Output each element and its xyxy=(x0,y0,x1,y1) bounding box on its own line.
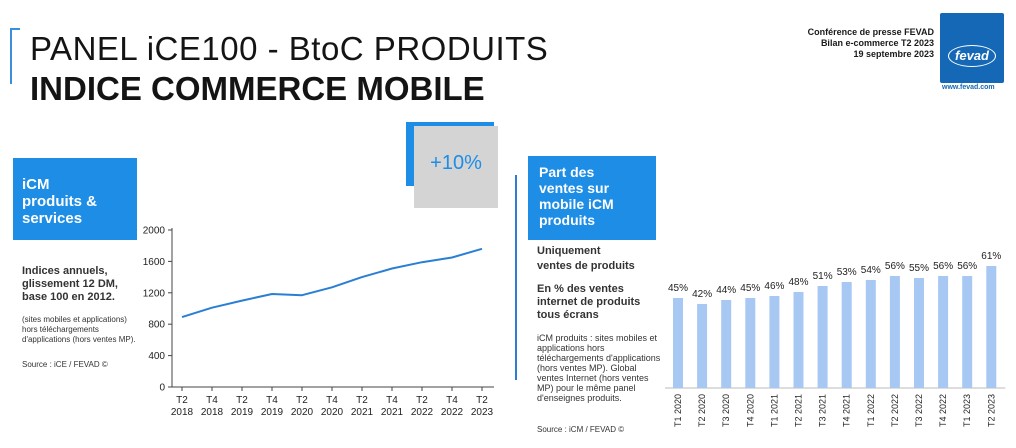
bar xyxy=(697,304,708,388)
bar xyxy=(721,300,732,388)
y-tick-label: 400 xyxy=(148,351,165,362)
growth-callout: +10% xyxy=(414,126,498,208)
bar-data-label: 48% xyxy=(788,277,808,288)
bar-data-label: 46% xyxy=(764,281,784,292)
date-label: 19 septembre 2023 xyxy=(853,49,934,59)
left-description: Indices annuels, glissement 12 DM, base … xyxy=(22,265,118,303)
x-tick-label: T4 2022 xyxy=(938,394,948,427)
x-tick-label: T3 2022 xyxy=(914,394,924,427)
x-tick-label: T2 2023 xyxy=(471,395,494,418)
bar-data-label: 45% xyxy=(668,283,688,294)
bar xyxy=(793,292,804,388)
logo-url: www.fevad.com xyxy=(942,84,995,91)
mobile-share-label: Part des ventes sur mobile iCM produits xyxy=(539,164,614,228)
x-tick-label: T1 2023 xyxy=(962,394,972,427)
left-note: (sites mobiles et applications) hors tél… xyxy=(22,315,136,344)
bar-data-label: 53% xyxy=(837,267,857,278)
x-tick-label: T2 2021 xyxy=(351,395,374,418)
page-subtitle: INDICE COMMERCE MOBILE xyxy=(30,70,485,107)
bilan-label: Bilan e-commerce T2 2023 xyxy=(820,38,934,48)
bar xyxy=(962,276,973,388)
x-tick-label: T2 2020 xyxy=(291,395,314,418)
right-subtitle-percent: En % des ventes internet de produits tou… xyxy=(537,283,641,321)
bar-data-label: 56% xyxy=(933,261,953,272)
right-source: Source : iCM / FEVAD © xyxy=(537,425,625,434)
y-tick-label: 0 xyxy=(159,383,165,394)
bar xyxy=(769,296,780,388)
x-tick-label: T4 2019 xyxy=(261,395,284,418)
y-tick-label: 2000 xyxy=(143,226,166,237)
bar-data-label: 55% xyxy=(909,263,929,274)
logo-wordmark: fevad xyxy=(955,48,989,63)
title-bracket-decoration xyxy=(10,28,20,84)
logo-oval-icon xyxy=(948,45,996,67)
x-tick-label: T2 2021 xyxy=(794,394,804,427)
right-note: iCM produits : sites mobiles et applicat… xyxy=(537,333,661,403)
bar-data-label: 42% xyxy=(692,289,712,300)
x-tick-label: T1 2020 xyxy=(673,394,683,427)
left-source: Source : iCE / FEVAD © xyxy=(22,360,108,369)
bar xyxy=(673,298,683,388)
x-tick-label: T1 2022 xyxy=(866,394,876,427)
growth-value: +10% xyxy=(430,152,482,174)
bar-data-label: 51% xyxy=(813,271,833,282)
conference-label: Conférence de presse FEVAD xyxy=(807,27,934,37)
y-tick-label: 1200 xyxy=(143,288,166,299)
x-tick-label: T4 2020 xyxy=(321,395,344,418)
bar xyxy=(817,286,828,388)
bar xyxy=(986,266,997,388)
fevad-logo: fevad xyxy=(940,13,1004,83)
x-tick-label: T4 2021 xyxy=(381,395,404,418)
x-tick-label: T3 2020 xyxy=(721,394,731,427)
bar xyxy=(841,282,852,388)
series-line-icm xyxy=(181,247,483,319)
bar xyxy=(889,276,900,388)
x-tick-label: T2 2020 xyxy=(697,394,707,427)
bar xyxy=(745,298,756,388)
bar-data-label: 56% xyxy=(885,261,905,272)
bar xyxy=(938,276,949,388)
bar-data-label: 61% xyxy=(981,251,1001,262)
x-tick-label: T4 2021 xyxy=(842,394,852,427)
x-tick-label: T1 2021 xyxy=(769,394,779,427)
x-tick-label: T2 2022 xyxy=(890,394,900,427)
mobile-share-bar-chart: 45% T1 2020 42% T2 2020 44% T3 2020 45% T4 2020… xyxy=(665,251,1006,427)
x-tick-label: T3 2021 xyxy=(818,394,828,427)
page-title: PANEL iCE100 - BtoC PRODUITS xyxy=(30,30,549,67)
mobile-share-label-box: Part des ventes sur mobile iCM produits xyxy=(528,156,656,240)
bar-data-label: 54% xyxy=(861,265,881,276)
x-tick-label: T4 2022 xyxy=(441,395,464,418)
bar-data-label: 44% xyxy=(716,285,736,296)
x-tick-label: T4 2020 xyxy=(745,394,755,427)
x-tick-label: T4 2018 xyxy=(201,395,224,418)
bar xyxy=(914,278,924,388)
x-tick-label: T2 2023 xyxy=(986,394,996,427)
icm-panel-label: iCM produits & services xyxy=(22,176,97,227)
panel-divider xyxy=(515,175,517,380)
bar-data-label: 56% xyxy=(957,261,977,272)
bar-data-label: 45% xyxy=(740,283,760,294)
icm-line-chart: 0 400 800 1200 1600 2000 T2 2018 T4 2018 T2 2019 T4 2… xyxy=(143,226,494,418)
x-tick-label: T2 2019 xyxy=(231,395,254,418)
y-tick-label: 800 xyxy=(148,320,165,331)
x-tick-label: T2 2018 xyxy=(171,395,194,418)
bar xyxy=(865,280,876,388)
right-subtitle-products: Uniquement ventes de produits xyxy=(537,245,635,272)
x-tick-label: T2 2022 xyxy=(411,395,434,418)
icm-panel-label-box: iCM produits & services xyxy=(13,158,137,240)
y-tick-label: 1600 xyxy=(143,257,166,268)
